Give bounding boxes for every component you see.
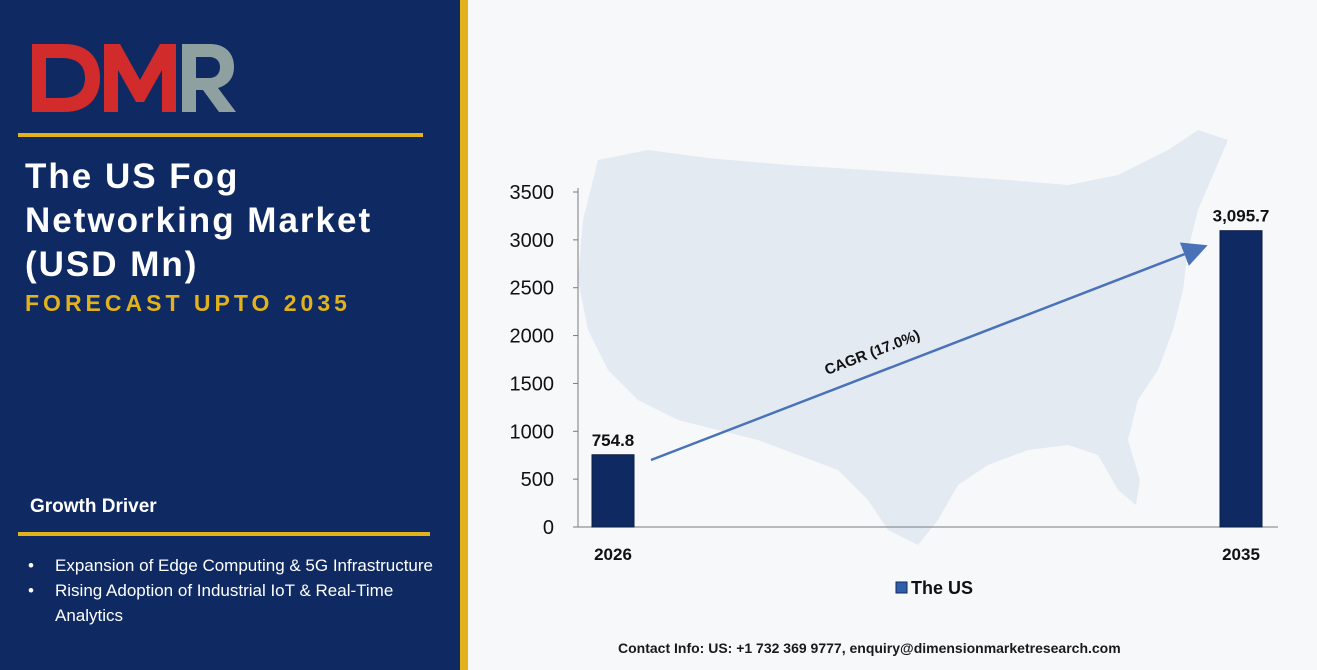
x-tick-label: 2035	[1222, 545, 1260, 564]
chart-axes: 0 500 1000 1500 2000 2500 3000 3500	[510, 182, 1278, 539]
report-title: The US Fog Networking Market (USD Mn)	[25, 155, 445, 287]
bar-chart: 0 500 1000 1500 2000 2500 3000 3500 754.8 2026 3,…	[510, 130, 1278, 598]
y-tick-label: 500	[521, 469, 554, 491]
forecast-subtitle: FORECAST UPTO 2035	[25, 290, 351, 316]
data-label: 754.8	[592, 431, 635, 450]
logo-divider	[18, 133, 423, 137]
y-tick-label: 2000	[510, 326, 555, 348]
title-line-1: The US Fog	[25, 157, 240, 196]
growth-driver-list: Expansion of Edge Computing & 5G Infrast…	[28, 553, 438, 628]
contact-info: Contact Info: US: +1 732 369 9777, enqui…	[618, 640, 1121, 656]
y-tick-label: 2500	[510, 278, 555, 300]
y-tick-label: 1000	[510, 421, 555, 443]
y-tick-label: 3000	[510, 230, 555, 252]
dmr-logo	[32, 44, 236, 112]
chart-bars	[591, 230, 1263, 528]
growth-driver-item: Expansion of Edge Computing & 5G Infrast…	[28, 553, 438, 578]
data-label: 3,095.7	[1213, 207, 1270, 226]
growth-driver-item: Rising Adoption of Industrial IoT & Real…	[28, 578, 438, 628]
chart-legend: The US	[895, 578, 973, 598]
legend-label: The US	[911, 578, 973, 598]
y-tick-label: 0	[543, 517, 554, 539]
x-tick-label: 2026	[594, 545, 632, 564]
growth-driver-divider	[18, 532, 430, 536]
chart-labels: 754.8 2026 3,095.7 2035	[592, 207, 1270, 564]
bar	[1219, 230, 1263, 528]
left-panel: The US Fog Networking Market (USD Mn) FO…	[0, 0, 460, 670]
title-line-2: Networking Market	[25, 201, 373, 240]
legend-swatch	[895, 581, 908, 594]
cagr-arrow	[650, 242, 1208, 462]
us-map-background	[578, 130, 1228, 545]
y-tick-label: 1500	[510, 373, 555, 395]
y-tick-label: 3500	[510, 182, 555, 204]
gold-stripe	[460, 0, 468, 670]
bar	[591, 454, 635, 528]
title-line-3: (USD Mn)	[25, 245, 199, 284]
growth-driver-heading: Growth Driver	[30, 496, 157, 517]
